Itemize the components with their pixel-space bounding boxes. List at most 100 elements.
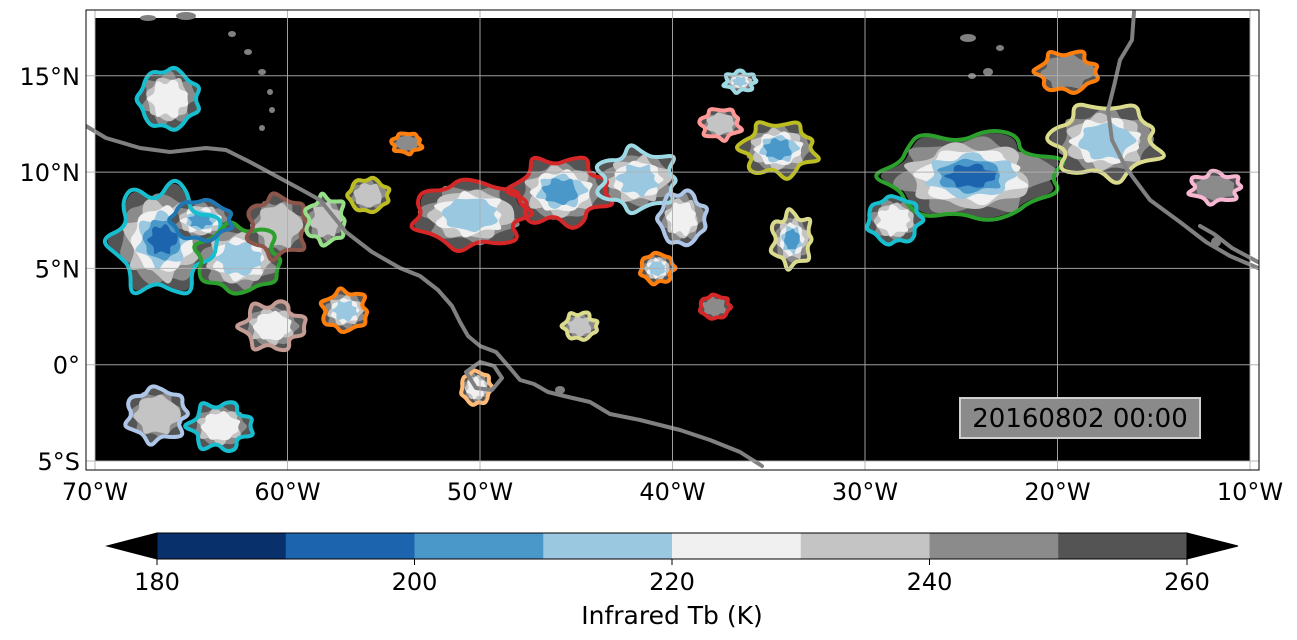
cluster-contour-level: [567, 315, 592, 337]
cluster-outlines-layer: [102, 49, 1244, 453]
cloud-cluster: [126, 387, 187, 444]
cluster-contour-level: [441, 198, 498, 233]
cluster-outline: [244, 191, 310, 263]
colorbar-label: Infrared Tb (K): [581, 601, 763, 630]
cluster-outline: [167, 197, 235, 243]
cluster-contour-level: [666, 202, 698, 237]
colorbar-segment: [414, 533, 544, 559]
cluster-outline: [697, 292, 733, 321]
colorbar-tick-label: 220: [649, 568, 695, 596]
colorbar-extend-under: [105, 532, 158, 560]
cluster-outline: [505, 155, 615, 230]
cloud-cluster: [868, 197, 922, 244]
gridlines: [86, 10, 1259, 470]
coastline-west-africa: [1106, 10, 1259, 270]
cluster-outline: [345, 175, 392, 215]
cluster-outline: [235, 299, 308, 353]
cloud-cluster: [700, 109, 741, 141]
lon-tick-label: 50°W: [447, 478, 513, 506]
cluster-outline: [655, 188, 709, 248]
colorbar-tick-label: 180: [134, 568, 180, 596]
cluster-outline: [1031, 49, 1100, 95]
cluster-outline: [123, 384, 190, 447]
cluster-contour-level: [706, 112, 735, 136]
cloud-cluster: [739, 123, 817, 178]
cluster-contour-level: [541, 178, 578, 206]
colorbar-extend-over: [1186, 532, 1239, 560]
map-panel: 70°W 60°W 50°W 40°W 30°W 20°W 10°W 15°N 10°N 5°N…: [20, 9, 1283, 506]
cluster-outline: [318, 286, 370, 335]
cloud-cluster: [771, 210, 811, 269]
colorbar-ticks: 180 200 220 240 260: [134, 559, 1210, 596]
cluster-contour-level: [252, 310, 292, 341]
cloud-cluster: [509, 159, 610, 227]
cluster-outline: [638, 250, 678, 287]
lat-tick-label: 5°N: [35, 255, 80, 283]
cloud-cluster: [700, 295, 731, 319]
cluster-contour-level: [214, 241, 262, 276]
cluster-outline: [389, 131, 425, 157]
lon-tick-label: 30°W: [832, 478, 898, 506]
colorbar-segment: [1058, 533, 1188, 559]
colorbar: 180 200 220 240 260 Infrared Tb (K): [105, 532, 1239, 630]
cloud-cluster: [880, 133, 1060, 218]
cluster-contour-level: [1040, 54, 1097, 89]
cluster-contour-level: [1078, 122, 1137, 160]
colorbar-tick-label: 200: [392, 568, 438, 596]
colorbar-segment: [285, 533, 415, 559]
colorbar-tick-label: 260: [1164, 568, 1210, 596]
cluster-contour-level: [784, 228, 800, 250]
timestamp-text: 20160802 00:00: [972, 404, 1188, 434]
cluster-contour-level: [133, 394, 181, 435]
cluster-contour-level: [393, 133, 422, 152]
colorbar-segment: [929, 533, 1059, 559]
cluster-outline: [1186, 168, 1244, 207]
colorbar-segments: [157, 533, 1188, 559]
cluster-contour-level: [200, 410, 241, 441]
lat-tick-label: 0°: [53, 352, 80, 380]
cloud-cluster: [186, 403, 252, 450]
lat-tick-label: 5°S: [37, 448, 80, 476]
cloud-cluster: [248, 194, 306, 259]
cluster-outline: [303, 191, 347, 248]
colorbar-segment: [672, 533, 802, 559]
cluster-outline: [102, 178, 223, 296]
cloud-cluster: [306, 194, 344, 245]
cluster-outline: [721, 68, 759, 95]
cluster-outline: [134, 65, 201, 132]
cluster-contour-level: [332, 300, 358, 322]
lon-tick-label: 70°W: [62, 478, 128, 506]
longitude-tick-labels: 70°W 60°W 50°W 40°W 30°W 20°W 10°W: [62, 478, 1283, 506]
cluster-outline: [864, 194, 926, 247]
cluster-contour-level: [146, 79, 189, 118]
cloud-cluster: [170, 200, 231, 240]
cluster-contour-level: [353, 183, 382, 208]
coastline-africa-bulge: [1198, 224, 1259, 264]
cloud-cluster: [138, 69, 198, 129]
cluster-contour-level: [944, 163, 997, 188]
cluster-contour-level: [1194, 175, 1235, 201]
colorbar-segment: [157, 533, 287, 559]
cluster-outline: [183, 400, 255, 453]
cluster-outline: [874, 129, 1065, 222]
lon-tick-label: 10°W: [1217, 478, 1283, 506]
cluster-outline: [697, 107, 744, 143]
cluster-outline: [559, 310, 600, 342]
cluster-contour-level: [254, 202, 304, 248]
colorbar-tick-label: 240: [907, 568, 953, 596]
colorbar-segment: [800, 533, 930, 559]
cluster-outline: [192, 220, 283, 296]
lat-tick-label: 10°N: [20, 159, 81, 187]
cloud-cluster: [321, 289, 367, 332]
lon-tick-label: 60°W: [254, 478, 320, 506]
coastline-south-america: [86, 124, 764, 468]
cluster-outline: [768, 207, 814, 272]
cluster-contour-level: [876, 204, 911, 237]
cluster-contour-level: [763, 138, 792, 161]
cloud-cluster: [414, 181, 529, 250]
cloud-cluster: [1035, 52, 1097, 92]
cluster-contour-level: [701, 296, 728, 318]
lat-tick-label: 15°N: [20, 63, 81, 91]
cluster-outline: [735, 120, 821, 181]
